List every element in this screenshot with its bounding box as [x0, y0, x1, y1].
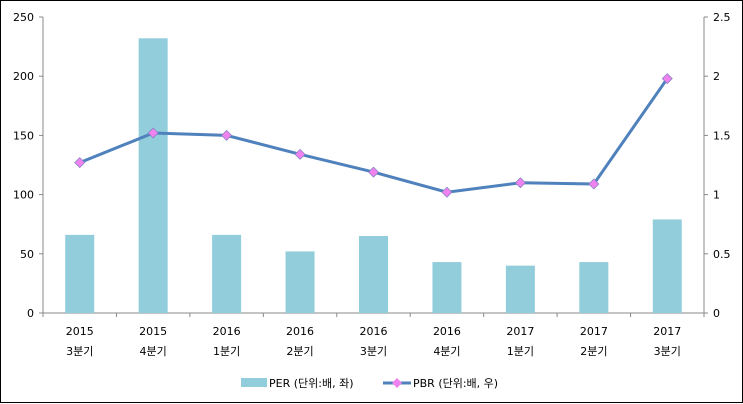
x-tick-label-year: 2017 [653, 325, 681, 338]
x-tick-label-quarter: 3분기 [654, 345, 681, 358]
pbr-point [368, 166, 379, 178]
legend-pbr-label: PBR (단위:배, 우) [413, 377, 498, 390]
left-tick-label: 200 [13, 70, 34, 83]
left-tick-label: 250 [13, 11, 34, 24]
left-tick-label: 150 [13, 129, 34, 142]
left-tick-label: 50 [20, 248, 34, 261]
per-bar [359, 236, 388, 313]
x-tick-label-year: 2017 [506, 325, 534, 338]
right-tick-label: 0.5 [713, 248, 731, 261]
per-bar [652, 219, 682, 313]
x-tick-label-quarter: 3분기 [360, 345, 387, 358]
x-tick-label-year: 2016 [286, 325, 314, 338]
x-tick-label-quarter: 2분기 [580, 345, 607, 358]
legend-pbr-marker [392, 378, 402, 388]
x-tick-label-year: 2016 [213, 325, 241, 338]
x-tick-label-quarter: 4분기 [433, 345, 460, 358]
right-tick-label: 2.5 [713, 11, 731, 24]
x-tick-label-quarter: 1분기 [213, 345, 240, 358]
pbr-point [514, 177, 526, 189]
x-tick-label-quarter: 4분기 [140, 345, 167, 358]
right-tick-label: 1 [713, 189, 720, 202]
per-bar [212, 234, 242, 313]
x-tick-label-year: 2017 [580, 325, 608, 338]
pbr-point [661, 73, 673, 85]
x-tick-label-year: 2015 [139, 325, 167, 338]
pbr-point [588, 178, 600, 190]
x-tick-label-quarter: 1분기 [507, 345, 534, 358]
right-tick-label: 0 [713, 307, 720, 320]
x-tick-label-quarter: 2분기 [286, 345, 313, 358]
right-tick-label: 2 [713, 70, 720, 83]
per-bar [138, 38, 168, 313]
per-bar [285, 251, 315, 313]
legend-per-swatch [241, 378, 267, 387]
pbr-point [147, 127, 159, 139]
per-bar [432, 262, 462, 313]
left-tick-label: 100 [13, 189, 34, 202]
pbr-point [221, 129, 233, 141]
x-tick-label-year: 2016 [433, 325, 461, 338]
pbr-point [74, 157, 86, 169]
per-bar [579, 262, 609, 313]
legend-per-label: PER (단위:배, 좌) [269, 377, 354, 390]
x-tick-label-quarter: 3분기 [66, 345, 93, 358]
pbr-point [441, 186, 453, 198]
left-tick-label: 0 [27, 307, 34, 320]
x-tick-label-year: 2015 [66, 325, 94, 338]
right-tick-label: 1.5 [713, 129, 731, 142]
pbr-point [294, 148, 306, 160]
per-bar [65, 234, 95, 313]
per-bar [505, 265, 535, 313]
x-tick-label-year: 2016 [360, 325, 388, 338]
